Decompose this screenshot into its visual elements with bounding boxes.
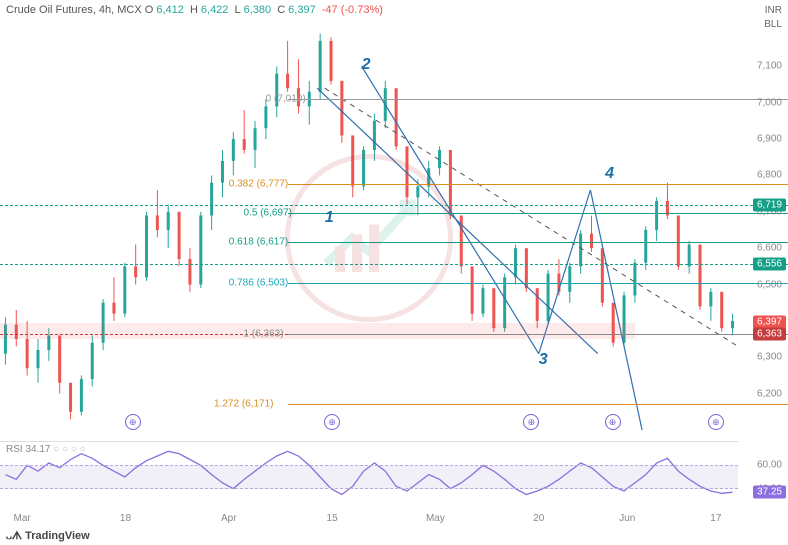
price-tick: 6,600 bbox=[757, 243, 782, 254]
chart-header: Crude Oil Futures, 4h, MCX O6,412 H6,422… bbox=[6, 4, 386, 16]
fib-line bbox=[288, 334, 788, 335]
price-tag: 6,719 bbox=[753, 198, 786, 211]
wave-label: 4 bbox=[605, 165, 614, 183]
event-icon[interactable]: ⊕ bbox=[523, 414, 539, 430]
time-tick: 15 bbox=[327, 513, 338, 524]
time-tick: 17 bbox=[710, 513, 721, 524]
price-tick: 6,300 bbox=[757, 352, 782, 363]
axis-unit-labels: INR BLL bbox=[764, 4, 782, 32]
time-tick: Jun bbox=[619, 513, 635, 524]
price-tick: 6,500 bbox=[757, 279, 782, 290]
support-zone bbox=[0, 323, 635, 339]
rsi-panel[interactable]: RSI 34.17 ○ ○ ○ ○ 60.0040.0037.25 bbox=[0, 441, 738, 511]
price-tick: 6,200 bbox=[757, 388, 782, 399]
fib-label: 0.382 (6,777) bbox=[229, 178, 289, 189]
price-tick: 6,900 bbox=[757, 134, 782, 145]
price-axis[interactable]: 7,1007,0006,9006,8006,7006,6006,5006,400… bbox=[738, 30, 788, 430]
fib-label: 1 (6,363) bbox=[244, 329, 284, 340]
chart-container: Crude Oil Futures, 4h, MCX O6,412 H6,422… bbox=[0, 0, 788, 545]
price-tick: 7,000 bbox=[757, 97, 782, 108]
rsi-label: RSI 34.17 ○ ○ ○ ○ bbox=[6, 444, 86, 455]
fib-label: 0 (7,010) bbox=[266, 94, 306, 105]
price-tag: 6,397 bbox=[753, 316, 786, 329]
symbol-title[interactable]: Crude Oil Futures, 4h, MCX bbox=[6, 4, 142, 16]
time-axis[interactable]: Mar 18 Apr 15 May 20 Jun 17 bbox=[0, 513, 738, 527]
time-tick: Apr bbox=[221, 513, 237, 524]
time-tick: Mar bbox=[14, 513, 31, 524]
price-tick: 7,100 bbox=[757, 61, 782, 72]
price-plot[interactable]: 0 (7,010)0.382 (6,777)0.5 (6,697)0.618 (… bbox=[0, 30, 738, 430]
watermark-logo bbox=[284, 153, 454, 323]
price-tag: 6,363 bbox=[753, 328, 786, 341]
tradingview-logo[interactable]: ᎑ᗑ TradingView bbox=[6, 528, 90, 543]
event-icon[interactable]: ⊕ bbox=[324, 414, 340, 430]
ohlc-readout: O6,412 H6,422 L6,380 C6,397 -47 (-0.73%) bbox=[145, 4, 386, 16]
time-tick: 20 bbox=[533, 513, 544, 524]
fib-line bbox=[288, 404, 788, 405]
wave-label: 2 bbox=[362, 56, 371, 74]
event-icon[interactable]: ⊕ bbox=[605, 414, 621, 430]
event-icon[interactable]: ⊕ bbox=[708, 414, 724, 430]
price-tick: 6,800 bbox=[757, 170, 782, 181]
time-tick: May bbox=[426, 513, 445, 524]
price-tag: 6,556 bbox=[753, 258, 786, 271]
rsi-tick: 60.00 bbox=[757, 460, 782, 471]
fib-label: 0.618 (6,617) bbox=[229, 237, 289, 248]
fib-label: 0.786 (6,503) bbox=[229, 278, 289, 289]
event-icon[interactable]: ⊕ bbox=[125, 414, 141, 430]
rsi-value-tag: 37.25 bbox=[753, 485, 786, 498]
fib-label: 1.272 (6,171) bbox=[214, 399, 274, 410]
wave-label: 3 bbox=[539, 351, 548, 369]
fib-line bbox=[288, 99, 788, 100]
rsi-band bbox=[0, 465, 738, 488]
time-tick: 18 bbox=[120, 513, 131, 524]
